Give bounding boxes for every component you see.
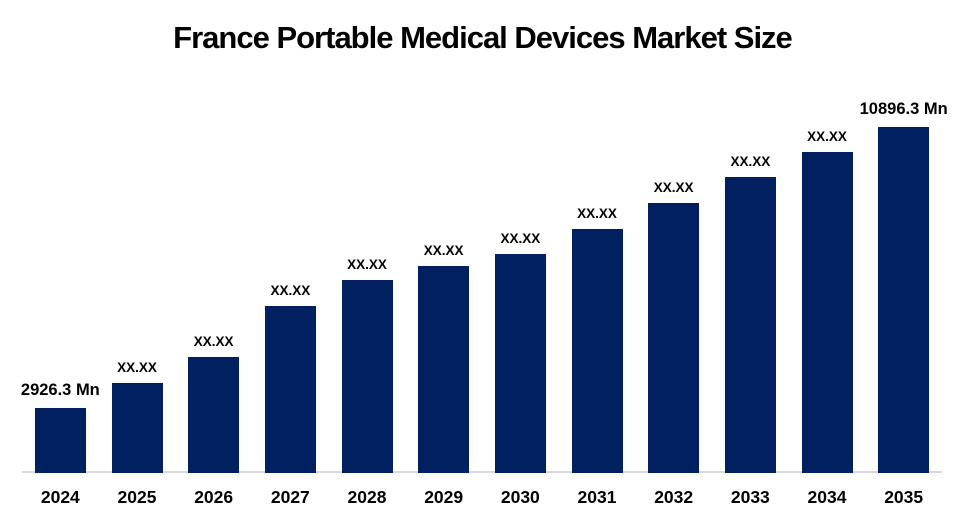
bar-2025 xyxy=(111,383,163,473)
bar-value-label-2030: XX.XX xyxy=(500,231,541,246)
bar-value-label-2033: XX.XX xyxy=(730,154,771,169)
x-axis-label-2028: 2028 xyxy=(347,487,387,507)
bar-value-label-2025: XX.XX xyxy=(117,360,157,375)
bar-value-label-2032: XX.XX xyxy=(653,180,694,195)
x-axis-label-2034: 2034 xyxy=(807,487,847,507)
bar-value-label-2026: XX.XX xyxy=(193,334,234,349)
bar-value-label-2031: XX.XX xyxy=(577,206,617,221)
bar-2029 xyxy=(418,266,470,473)
bar-2026 xyxy=(188,357,240,473)
x-axis-label-2035: 2035 xyxy=(884,487,924,507)
bar-value-label-2035: 10896.3 Mn xyxy=(859,100,948,118)
x-axis-label-2029: 2029 xyxy=(424,487,464,507)
bar-2033 xyxy=(724,177,776,473)
chart-title: France Portable Medical Devices Market S… xyxy=(173,20,793,55)
bar-2031 xyxy=(571,229,623,473)
x-axis-line xyxy=(22,471,942,473)
bar-value-label-2029: XX.XX xyxy=(423,243,464,258)
x-axis-label-2027: 2027 xyxy=(270,487,310,507)
x-axis-label-2031: 2031 xyxy=(577,487,617,507)
x-axis-label-2032: 2032 xyxy=(654,487,694,507)
bar-2024 xyxy=(34,408,86,473)
x-axis-label-2024: 2024 xyxy=(40,487,80,507)
bar-2032 xyxy=(648,203,700,473)
bar-2028 xyxy=(341,280,393,473)
x-axis-label-2030: 2030 xyxy=(500,487,540,507)
bar-value-label-2028: XX.XX xyxy=(347,257,387,272)
bar-value-label-2034: XX.XX xyxy=(807,129,847,144)
x-axis-label-2033: 2033 xyxy=(730,487,770,507)
x-axis-label-2026: 2026 xyxy=(194,487,234,507)
bar-value-label-2027: XX.XX xyxy=(270,283,311,298)
bar-2027 xyxy=(264,306,316,473)
bar-2035 xyxy=(878,127,930,473)
bar-value-label-2024: 2926.3 Mn xyxy=(20,381,100,399)
bar-2030 xyxy=(494,254,546,473)
bar-2034 xyxy=(801,152,853,473)
x-axis-label-2025: 2025 xyxy=(117,487,157,507)
